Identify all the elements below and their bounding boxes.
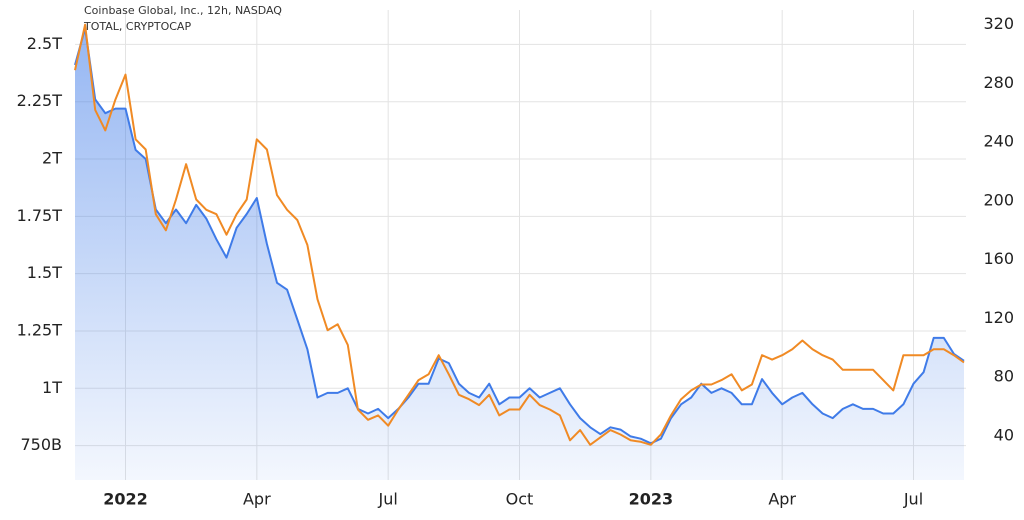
y2-tick-label: 40 <box>994 425 1014 444</box>
y-tick-label: 1.75T <box>17 206 63 225</box>
x-tick-label: Jul <box>903 490 923 509</box>
y-tick-label: 2.5T <box>27 34 62 53</box>
y-tick-label: 1.5T <box>27 263 62 282</box>
y2-tick-label: 120 <box>983 308 1014 327</box>
x-tick-label: Apr <box>768 490 796 509</box>
y2-tick-label: 280 <box>983 73 1014 92</box>
labels: 750B 1T 1.25T 1.5T 1.75T 2T 2.25T 2.5T 40 80 120 16… <box>17 4 1014 509</box>
legend-entry: Coinbase Global, Inc., 12h, NASDAQ <box>84 4 282 17</box>
y2-tick-label: 160 <box>983 249 1014 268</box>
grid <box>75 10 966 480</box>
legend-entry: TOTAL, CRYPTOCAP <box>83 20 191 33</box>
y-tick-label: 2T <box>42 149 62 168</box>
line <box>74 23 965 446</box>
y-tick-label: 2.25T <box>17 91 63 110</box>
y-tick-label: 1T <box>42 378 62 397</box>
x-tick-label: Oct <box>506 490 534 509</box>
marks <box>74 23 965 481</box>
y-tick-label: 1.25T <box>17 320 63 339</box>
y2-tick-label: 240 <box>983 132 1014 151</box>
y2-tick-label: 80 <box>994 367 1014 386</box>
x-tick-label: 2022 <box>103 490 148 509</box>
y-tick-label: 750B <box>20 435 62 454</box>
area <box>75 28 964 481</box>
line <box>74 27 965 445</box>
x-tick-label: Jul <box>378 490 398 509</box>
x-tick-label: 2023 <box>629 490 674 509</box>
x-tick-label: Apr <box>243 490 271 509</box>
y2-tick-label: 320 <box>983 14 1014 33</box>
y2-tick-label: 200 <box>983 190 1014 209</box>
